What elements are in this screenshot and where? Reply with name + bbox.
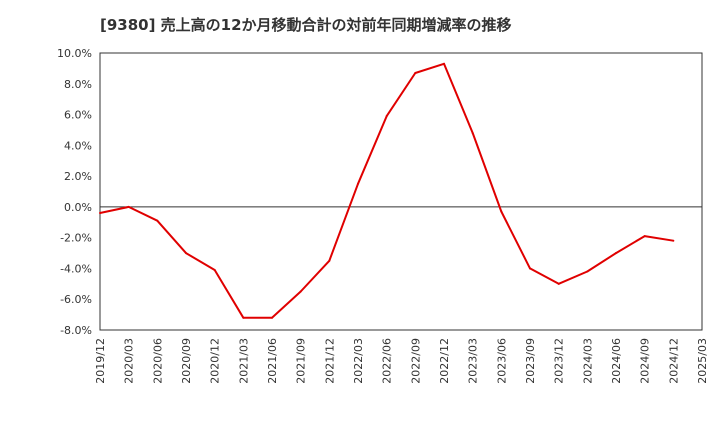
- x-tick-label: 2024/03: [581, 338, 594, 384]
- x-tick-label: 2022/03: [352, 338, 365, 384]
- x-axis: 2019/12 2020/03 2020/06 2020/09 2020/12 2021/…: [94, 338, 709, 384]
- y-tick-label: 4.0%: [64, 139, 92, 152]
- data-point: [185, 252, 187, 255]
- data-point: [213, 268, 216, 271]
- data-point: [299, 290, 302, 293]
- x-tick-label: 2024/06: [610, 338, 623, 384]
- x-tick-label: 2021/09: [295, 338, 308, 384]
- data-point: [271, 316, 273, 319]
- data-point: [443, 62, 445, 65]
- x-tick-label: 2023/03: [467, 338, 480, 384]
- y-axis: -8.0% -6.0% -4.0% -2.0% 0.0% 2.0% 4.0% 6.0% 8.0%…: [57, 47, 92, 337]
- x-tick-label: 2024/12: [667, 338, 680, 384]
- plot-frame: [99, 52, 703, 331]
- series-layer: [99, 62, 675, 319]
- x-tick-label: 2024/09: [639, 338, 652, 384]
- data-point: [557, 282, 560, 285]
- data-point: [471, 132, 474, 135]
- data-point: [242, 316, 245, 319]
- x-tick-label: 2022/06: [381, 338, 394, 384]
- x-tick-label: 2020/03: [123, 338, 136, 384]
- y-tick-label: 0.0%: [64, 201, 92, 214]
- x-tick-label: 2025/03: [696, 338, 709, 384]
- x-tick-label: 2021/03: [237, 338, 250, 384]
- y-tick-label: -6.0%: [60, 293, 92, 306]
- y-tick-label: 10.0%: [57, 47, 92, 60]
- data-point: [328, 259, 331, 262]
- data-point: [586, 270, 589, 273]
- x-tick-label: 2023/12: [553, 338, 566, 384]
- x-tick-label: 2021/12: [323, 338, 336, 384]
- data-point: [414, 72, 417, 75]
- data-point: [615, 252, 617, 255]
- x-tick-label: 2019/12: [94, 338, 107, 384]
- data-point: [500, 210, 503, 213]
- x-tick-label: 2020/09: [180, 338, 193, 384]
- x-tick-label: 2023/06: [495, 338, 508, 384]
- y-tick-label: -2.0%: [60, 232, 92, 245]
- data-point: [672, 239, 675, 242]
- y-tick-label: 2.0%: [64, 170, 92, 183]
- data-point: [99, 212, 101, 215]
- plot-border: [99, 52, 703, 331]
- y-tick-label: 6.0%: [64, 109, 92, 122]
- y-tick-label: -8.0%: [60, 324, 92, 337]
- y-tick-label: -4.0%: [60, 262, 92, 275]
- x-tick-label: 2021/06: [266, 338, 279, 384]
- x-tick-label: 2022/12: [438, 338, 451, 384]
- chart-title: [9380] 売上高の12か月移動合計の対前年同期増減率の推移: [100, 16, 512, 34]
- x-tick-label: 2022/09: [409, 338, 422, 384]
- x-tick-label: 2020/06: [151, 338, 164, 384]
- data-point: [127, 205, 130, 208]
- data-point: [529, 267, 531, 270]
- data-point: [643, 235, 646, 238]
- data-point: [385, 115, 388, 118]
- x-tick-label: 2023/09: [524, 338, 537, 384]
- plot-area: [100, 53, 702, 330]
- data-point: [357, 182, 359, 185]
- data-point: [156, 219, 159, 222]
- y-tick-label: 8.0%: [64, 78, 92, 91]
- x-tick-label: 2020/12: [209, 338, 222, 384]
